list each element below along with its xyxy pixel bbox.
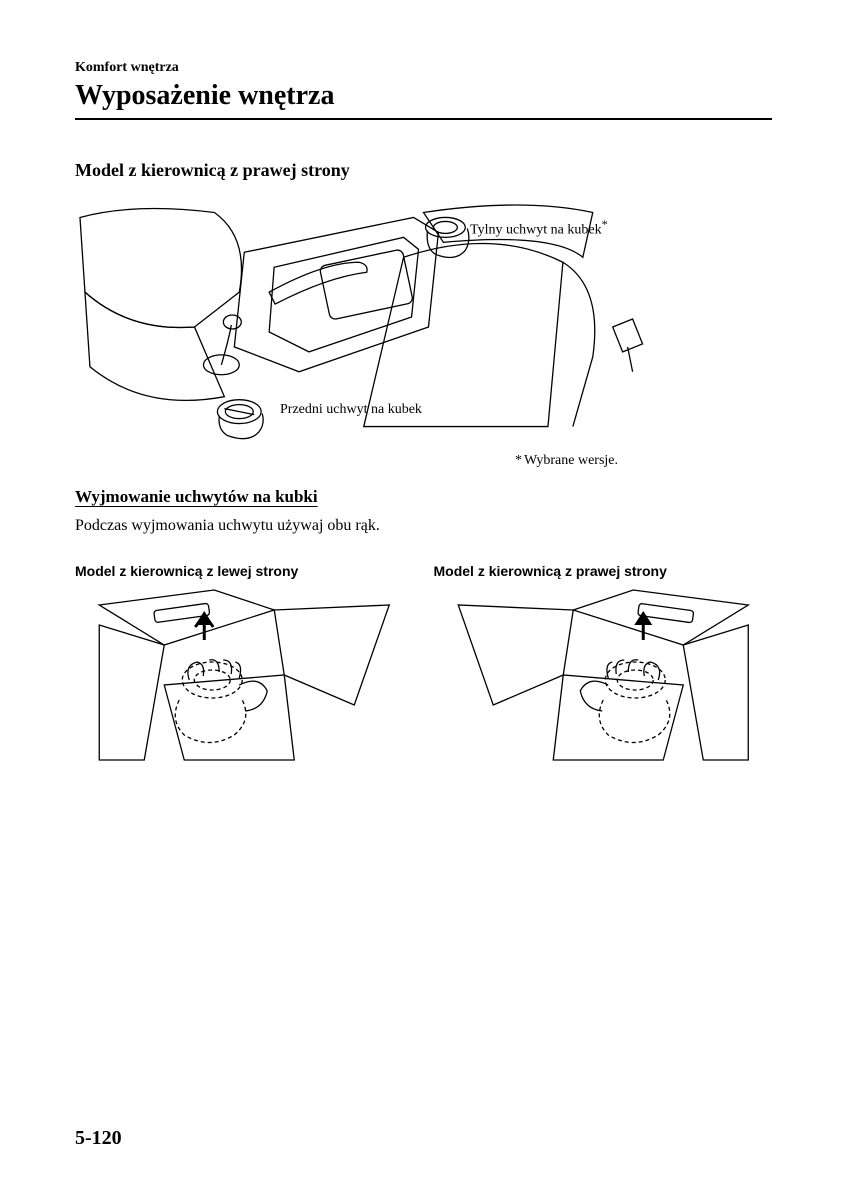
figure-lhd: Model z kierownicą z lewej strony (75, 563, 414, 765)
diagram-console (75, 197, 772, 447)
diagram-rhd (434, 585, 773, 765)
footnote-asterisk-icon: * (515, 453, 522, 468)
subheading-rhd: Model z kierownicą z prawej strony (75, 160, 772, 181)
footnote-text: Wybrane wersje. (524, 453, 618, 468)
title-rule (75, 118, 772, 120)
caption-rhd: Model z kierownicą z prawej strony (434, 563, 773, 579)
footnote-selected-versions: *Wybrane wersje. (515, 453, 772, 469)
chapter-label: Komfort wnętrza (75, 60, 772, 76)
diagram-lhd (75, 585, 414, 765)
page-number: 5-120 (75, 1127, 122, 1150)
body-removal-instruction: Podczas wyjmowania uchwytu używaj obu rą… (75, 517, 772, 535)
figure-row-removal: Model z kierownicą z lewej strony (75, 563, 772, 765)
label-rear-cupholder: Tylny uchwyt na kubek* (470, 217, 608, 239)
section-title: Wyposażenie wnętrza (75, 80, 772, 112)
figure-rhd: Model z kierownicą z prawej strony (434, 563, 773, 765)
caption-lhd: Model z kierownicą z lewej strony (75, 563, 414, 579)
asterisk-icon: * (602, 217, 608, 231)
subheading-removal: Wyjmowanie uchwytów na kubki (75, 487, 772, 507)
figure-cupholder-overview: Tylny uchwyt na kubek* Przedni uchwyt na… (75, 197, 772, 447)
label-front-cupholder: Przedni uchwyt na kubek (280, 402, 422, 418)
label-rear-text: Tylny uchwyt na kubek (470, 223, 602, 238)
